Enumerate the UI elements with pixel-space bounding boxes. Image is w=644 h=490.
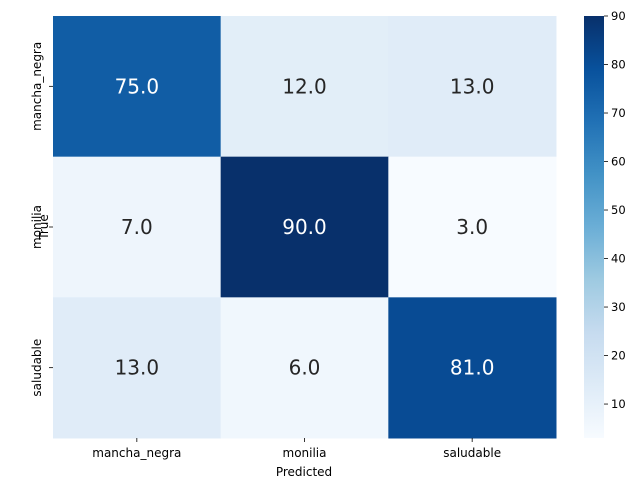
cell-value-label-saludable-mancha-negra: 13.0 [115,356,160,380]
y-tick-label-saludable: saludable [30,339,44,397]
colorbar-tick-label-50: 50 [611,203,626,217]
y-tick-label-mancha-negra: mancha_negra [30,42,44,131]
colorbar-tick-label-90: 90 [611,9,626,23]
heatmap-cell-mancha-negra-monilia [220,16,389,158]
x-tick-label-saludable: saludable [443,446,501,460]
cell-value-label-monilia-mancha-negra: 7.0 [121,215,153,239]
x-axis-label: Predicted [276,465,332,479]
cell-value-label-mancha-negra-mancha-negra: 75.0 [115,74,160,98]
cell-value-label-monilia-saludable: 3.0 [456,215,488,239]
heatmap-cell-monilia-saludable [388,156,557,298]
colorbar-gradient [584,16,604,438]
colorbar-tick-label-10: 10 [611,397,626,411]
heatmap-cell-monilia-monilia [220,156,389,298]
cell-value-label-saludable-monilia: 6.0 [289,356,321,380]
cell-value-label-monilia-monilia: 90.0 [282,215,327,239]
x-tick-label-mancha-negra: mancha_negra [92,446,181,460]
heatmap-cell-saludable-monilia [220,297,389,439]
cell-value-label-mancha-negra-monilia: 12.0 [282,74,327,98]
colorbar-tick-label-80: 80 [611,58,626,72]
heatmap-cell-saludable-mancha-negra [53,297,222,439]
heatmap-cells [53,16,557,439]
heatmap-cell-mancha-negra-saludable [388,16,557,158]
colorbar [584,16,604,438]
cell-value-label-saludable-saludable: 81.0 [450,356,495,380]
heatmap-cell-saludable-saludable [388,297,557,439]
colorbar-ticks: 10 20 30 40 50 60 70 80 90 [604,9,626,411]
x-axis-ticks: mancha_negra monilia saludable [92,438,501,460]
x-tick-label-monilia: monilia [283,446,327,460]
heatmap-cell-labels: 75.0 12.0 13.0 7.0 90.0 3.0 13.0 6.0 81.0 [115,74,495,379]
cell-value-label-mancha-negra-saludable: 13.0 [450,74,495,98]
colorbar-tick-label-60: 60 [611,155,626,169]
colorbar-tick-label-20: 20 [611,349,626,363]
colorbar-tick-label-70: 70 [611,106,626,120]
y-tick-label-monilia: monilia [30,205,44,249]
heatmap-cell-mancha-negra-mancha-negra [53,16,222,158]
colorbar-tick-label-40: 40 [611,252,626,266]
y-axis-label: True [37,214,51,241]
heatmap-cell-monilia-mancha-negra [53,156,222,298]
colorbar-tick-label-30: 30 [611,300,626,314]
